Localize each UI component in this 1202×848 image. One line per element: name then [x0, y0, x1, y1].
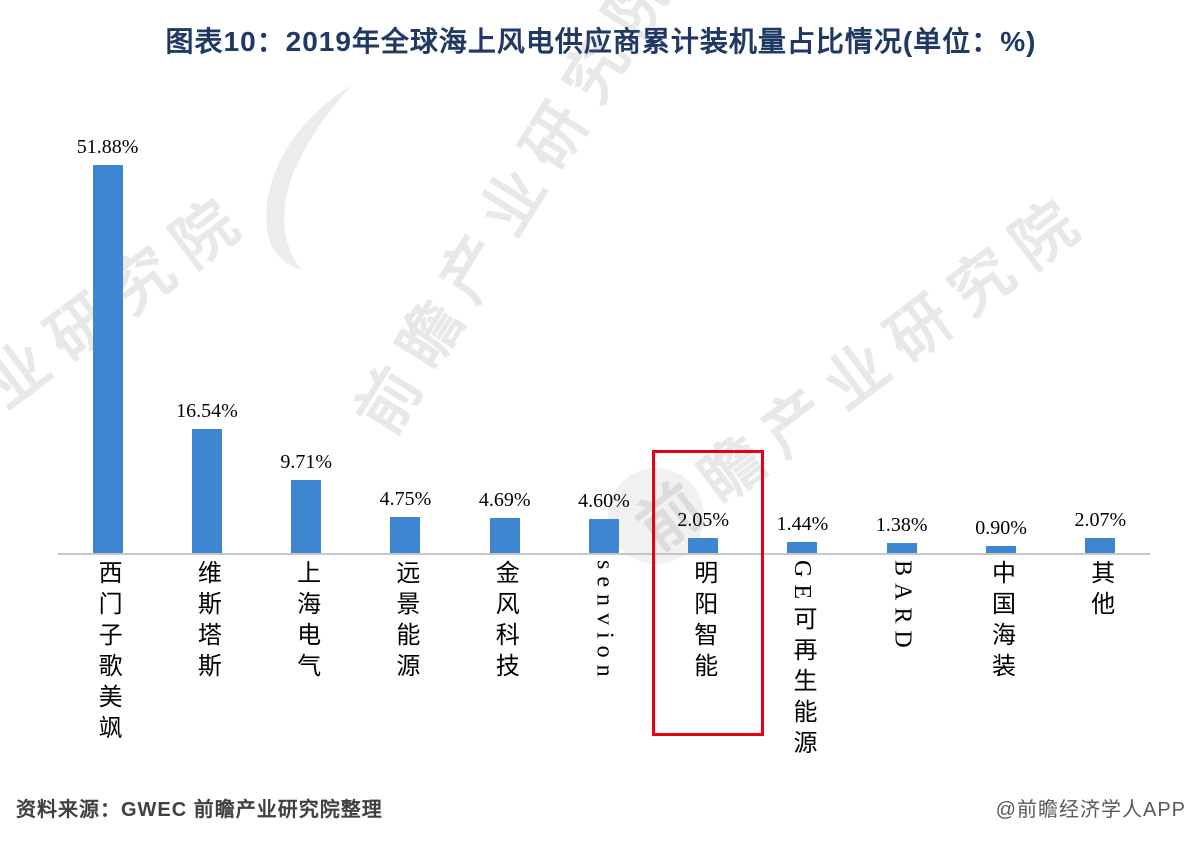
- bar-column: 2.07%: [1051, 100, 1150, 553]
- bar: [588, 519, 619, 553]
- bar: [986, 546, 1017, 553]
- bar-column: 9.71%: [257, 100, 356, 553]
- category-column: 远景能源: [356, 556, 455, 766]
- bar-category-label: 远景能源: [391, 560, 418, 684]
- bar-column: 1.44%: [753, 100, 852, 553]
- bar-column: 4.75%: [356, 100, 455, 553]
- bar: [787, 542, 818, 553]
- bar-category-label: 其他: [1086, 560, 1113, 622]
- bar-value-label: 2.05%: [677, 509, 730, 531]
- labels-row: 西门子歌美飒 维斯塔斯 上海电气 远景能源 金风科技 senvion 明阳智能 GE可再生能源…: [58, 556, 1150, 766]
- bars-row: 51.88% 16.54% 9.71% 4.75% 4.69% 4.60% 2.05% 1.4…: [58, 100, 1150, 555]
- bar-column: 0.90%: [951, 100, 1050, 553]
- bar: [1085, 538, 1116, 553]
- bar-column: 1.38%: [852, 100, 951, 553]
- bar-category-label: GE可再生能源: [788, 560, 815, 761]
- bar: [92, 165, 123, 553]
- category-column: senvion: [554, 556, 653, 766]
- bar: [191, 429, 222, 553]
- bar: [291, 480, 322, 553]
- category-column: 金风科技: [455, 556, 554, 766]
- bar-value-label: 9.71%: [280, 451, 332, 473]
- category-column: 中国海装: [951, 556, 1050, 766]
- bar: [390, 517, 421, 553]
- bar-value-label: 4.60%: [578, 490, 630, 512]
- bar: [688, 538, 719, 553]
- bar-column: 16.54%: [157, 100, 256, 553]
- category-column: GE可再生能源: [753, 556, 852, 766]
- bar-category-label: BARD: [889, 560, 916, 655]
- bar-value-label: 2.07%: [1074, 509, 1127, 531]
- bar-value-label: 0.90%: [975, 517, 1027, 539]
- bar-category-label: 上海电气: [292, 560, 319, 684]
- bar: [886, 543, 917, 553]
- bar-value-label: 16.54%: [176, 400, 238, 422]
- bar: [489, 518, 520, 553]
- bar-column: 2.05%: [654, 100, 753, 553]
- bar-category-label: 维斯塔斯: [193, 560, 220, 684]
- bar-category-label: 中国海装: [987, 560, 1014, 684]
- bar-column: 51.88%: [58, 100, 157, 553]
- chart-title: 图表10：2019年全球海上风电供应商累计装机量占比情况(单位：%): [165, 26, 1037, 57]
- category-column: 明阳智能: [654, 556, 753, 766]
- bar-value-label: 4.75%: [379, 488, 432, 510]
- bar-value-label: 1.44%: [776, 513, 829, 535]
- category-column: 上海电气: [257, 556, 356, 766]
- bar-value-label: 1.38%: [875, 514, 928, 536]
- bar-value-label: 51.88%: [76, 136, 139, 158]
- bar-column: 4.69%: [455, 100, 554, 553]
- bar-category-label: 金风科技: [491, 560, 518, 684]
- category-column: 西门子歌美飒: [58, 556, 157, 766]
- category-column: 维斯塔斯: [157, 556, 256, 766]
- bar-category-label: 明阳智能: [689, 560, 716, 684]
- credit-note: @前瞻经济学人APP: [995, 799, 1186, 821]
- category-column: BARD: [852, 556, 951, 766]
- bar-column: 4.60%: [554, 100, 653, 553]
- bar-value-label: 4.69%: [478, 489, 531, 511]
- bar-category-label: senvion: [591, 560, 618, 684]
- category-column: 其他: [1051, 556, 1150, 766]
- source-note: 资料来源：GWEC 前瞻产业研究院整理: [16, 799, 383, 821]
- bar-category-label: 西门子歌美飒: [94, 560, 121, 746]
